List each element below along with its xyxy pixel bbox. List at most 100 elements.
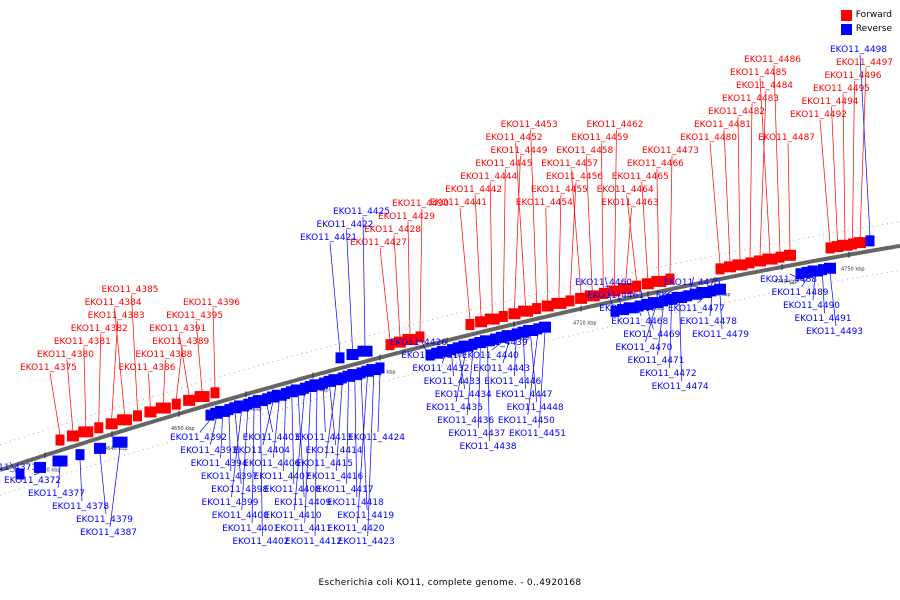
gene-label: EKO11_4401 [222,524,279,534]
gene-label: EKO11_4486 [744,55,801,65]
gene-label: EKO11_4413 [295,433,352,443]
gene-feature [171,398,181,410]
gene-label: EKO11_4419 [337,511,394,521]
gene-leader [360,377,368,511]
gene-label: EKO11_4478 [680,317,737,327]
gene-leader [585,155,593,291]
gene-leader [852,80,855,239]
gene-feature [194,391,210,403]
gene-feature [532,303,542,315]
genome-backbone [0,243,900,472]
gene-leader [679,302,682,382]
gene-label: EKO11_4382 [71,324,128,334]
gene-label: EKO11_4432 [412,364,469,374]
gene-leader [109,447,121,528]
tick-label: 4710 kbp [573,321,597,327]
gene-label: EKO11_4389 [152,337,209,347]
gene-label: EKO11_4407 [254,472,311,482]
gene-label: EKO11_4488 [760,275,817,285]
gene-leader [131,294,138,411]
gene-feature [784,249,796,261]
gene-label: EKO11_4492 [790,110,847,120]
gene-leader [148,372,151,407]
gene-leader [262,401,274,446]
gene-leader [83,346,87,427]
gene-label: EKO11_4404 [233,446,290,456]
gene-leader [600,142,604,289]
gene-leader [616,289,624,315]
gene-label: EKO11_4481 [694,120,751,130]
legend-reverse: Reverse [840,22,892,36]
gene-label: EKO11_4422 [317,220,374,230]
gene-leader [329,242,341,353]
gene-label: EKO11_4421 [300,233,357,243]
gene-feature [34,461,46,473]
gene-feature [105,418,118,430]
legend: Forward Reverse [840,8,892,36]
gene-leader [325,384,337,459]
gene-leader [260,405,263,537]
gene-label: EKO11_4474 [652,382,709,392]
gene-feature [133,410,142,422]
gene-leader [291,396,295,485]
gene-leader [859,54,871,236]
tick-label: 4630 kbp [37,467,61,473]
gene-label: EKO11_4456 [546,172,603,182]
gene-feature [78,426,94,438]
gene-label: EKO11_4428 [364,225,421,235]
gene-label: EKO11_4449 [490,146,547,156]
gene-label: EKO11_4491 [795,314,852,324]
gene-feature [357,345,373,357]
gene-label: EKO11_4435 [426,403,483,413]
gene-leader [346,381,349,485]
gene-label: EKO11_4433 [424,377,481,387]
gene-leader [570,168,582,294]
gene-leader [111,320,119,419]
gene-feature [183,394,196,406]
gene-leader [569,181,577,296]
gene-leader [379,247,391,340]
gene-feature [715,263,725,275]
gene-leader [709,295,713,317]
gene-label: EKO11_4462 [586,120,643,130]
gene-label: EKO11_4394 [191,459,248,469]
gene-label: EKO11_4470 [615,343,672,353]
gene-label: EKO11_4392 [170,433,227,443]
gene-label: EKO11_4475 [664,278,721,288]
gene-label: EKO11_4446 [484,377,541,387]
gene-label: EKO11_4496 [825,71,882,81]
gene-feature [539,321,551,333]
gene-leader [9,461,21,480]
gene-leader [538,332,546,429]
gene-leader [272,400,280,459]
gene-label: EKO11_4438 [460,442,517,452]
gene-label: EKO11_4377 [28,489,85,499]
gene-leader [354,379,358,498]
gene-leader [719,294,723,330]
gene-leader [697,297,705,304]
gene-leader [228,414,232,472]
gene-leader [314,389,318,537]
gene-leader [628,302,632,313]
gene-label: EKO11_4442 [445,185,502,195]
gene-leader [514,155,521,309]
gene-label: EKO11_4459 [571,133,628,143]
gene-leader [367,374,375,537]
gene-feature [732,259,748,271]
gene-leader [419,208,423,332]
gene-label: EKO11_4451 [509,429,566,439]
gene-leader [474,194,482,317]
gene-feature [94,442,106,454]
gene-leader [822,274,825,314]
gene-leader [638,310,642,317]
gene-leader [266,403,274,433]
gene-feature [551,297,567,309]
gene-label: EKO11_4406 [243,459,300,469]
tick-label: 4640 kbp [104,446,128,452]
gene-leader [604,276,616,317]
gene-label: EKO11_4477 [668,304,725,314]
gene-leader [234,412,242,485]
gene-label: EKO11_4466 [627,159,684,169]
gene-leader [407,221,411,335]
gene-label: EKO11_4460 [575,278,632,288]
